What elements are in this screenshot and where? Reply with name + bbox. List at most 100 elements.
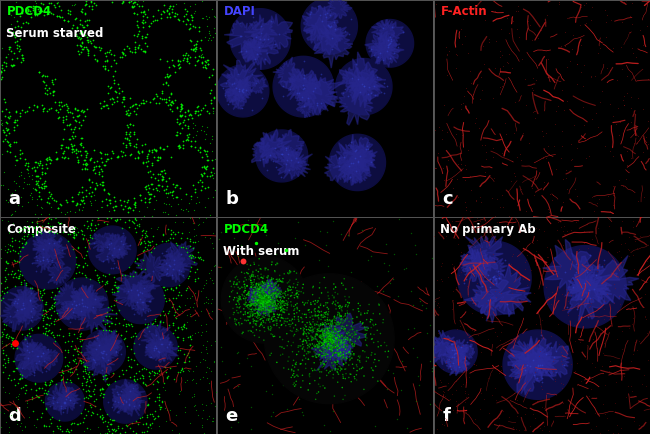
Point: [252, 302, 262, 309]
Point: [241, 303, 252, 310]
Point: [322, 372, 332, 379]
Point: [84, 383, 94, 390]
Point: [264, 298, 274, 305]
Point: [246, 107, 257, 114]
Point: [324, 23, 334, 30]
Text: No primary Ab: No primary Ab: [441, 223, 536, 236]
Point: [85, 224, 96, 231]
Point: [249, 284, 259, 291]
Point: [307, 323, 317, 330]
Point: [205, 274, 215, 281]
Point: [259, 309, 270, 316]
Point: [103, 270, 114, 277]
Point: [510, 99, 520, 106]
Point: [6, 271, 16, 278]
Point: [146, 161, 157, 168]
Point: [157, 168, 167, 175]
Point: [42, 258, 53, 265]
Point: [138, 372, 148, 379]
Point: [144, 194, 155, 201]
Point: [587, 236, 597, 243]
Point: [345, 336, 356, 343]
Point: [555, 263, 566, 270]
Point: [187, 264, 197, 271]
Point: [266, 331, 276, 338]
Point: [185, 243, 196, 250]
Point: [316, 312, 326, 319]
Point: [206, 168, 216, 175]
Point: [439, 176, 449, 183]
Point: [194, 255, 205, 262]
Point: [321, 367, 332, 374]
Point: [586, 385, 596, 392]
Point: [638, 105, 648, 112]
Point: [318, 321, 329, 328]
Point: [335, 333, 345, 340]
Point: [534, 352, 545, 359]
Point: [178, 141, 188, 148]
Point: [278, 308, 288, 315]
Point: [328, 335, 339, 342]
Point: [0, 273, 5, 280]
Point: [305, 321, 315, 328]
Point: [60, 354, 70, 361]
Point: [139, 237, 150, 244]
Point: [111, 88, 121, 95]
Point: [439, 102, 450, 108]
Point: [3, 359, 13, 366]
Point: [187, 252, 198, 259]
Point: [46, 9, 57, 16]
Point: [326, 342, 337, 349]
Point: [584, 286, 594, 293]
Point: [16, 203, 27, 210]
Point: [447, 217, 457, 224]
Point: [510, 395, 520, 402]
Point: [39, 105, 49, 112]
Point: [128, 339, 138, 346]
Point: [259, 296, 269, 303]
Point: [514, 427, 524, 434]
Point: [190, 188, 200, 195]
Point: [259, 292, 269, 299]
Polygon shape: [322, 325, 342, 341]
Point: [639, 303, 649, 310]
Point: [254, 295, 264, 302]
Point: [254, 323, 265, 330]
Point: [369, 322, 379, 329]
Point: [38, 0, 48, 7]
Point: [476, 199, 487, 206]
Point: [243, 290, 254, 297]
Point: [272, 311, 283, 318]
Point: [227, 305, 238, 312]
Point: [108, 96, 118, 103]
Point: [326, 332, 336, 339]
Point: [366, 159, 376, 166]
Point: [6, 234, 17, 241]
Point: [319, 327, 330, 334]
Point: [535, 264, 545, 271]
Point: [538, 133, 548, 140]
Point: [234, 294, 244, 301]
Point: [260, 291, 270, 298]
Point: [66, 143, 77, 150]
Point: [106, 84, 116, 91]
Point: [322, 334, 333, 341]
Point: [266, 289, 277, 296]
Point: [284, 167, 294, 174]
Point: [315, 361, 326, 368]
Point: [5, 43, 15, 50]
Polygon shape: [449, 339, 469, 358]
Point: [315, 368, 325, 375]
Point: [490, 305, 501, 312]
Point: [262, 304, 272, 311]
Point: [41, 325, 51, 332]
Point: [348, 160, 358, 167]
Point: [341, 350, 352, 357]
Point: [379, 260, 389, 267]
Point: [282, 318, 293, 325]
Point: [242, 291, 252, 298]
Point: [566, 292, 576, 299]
Point: [255, 294, 265, 301]
Point: [276, 304, 286, 311]
Point: [120, 429, 130, 434]
